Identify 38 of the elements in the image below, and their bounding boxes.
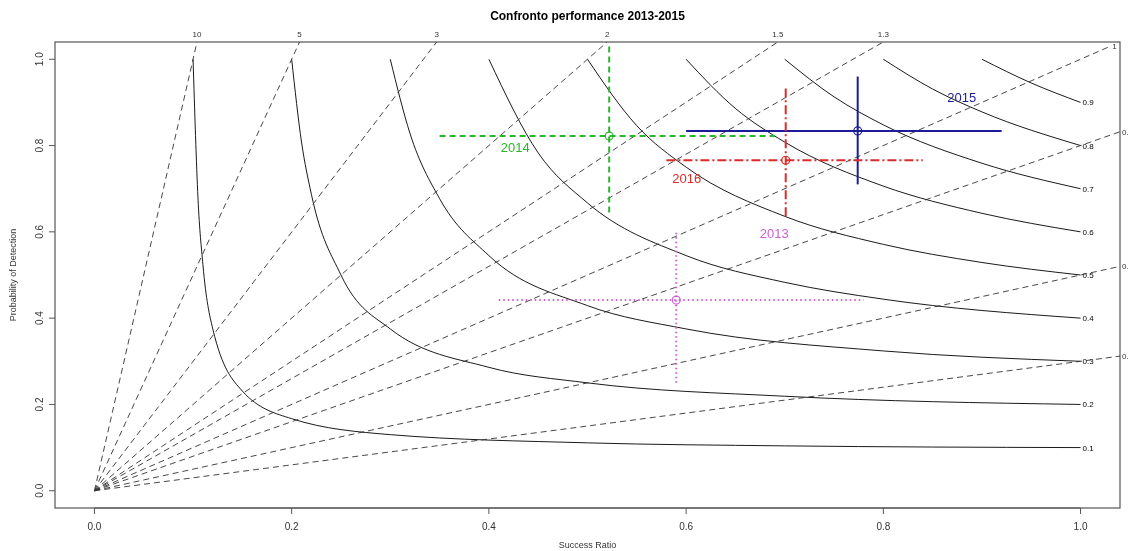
x-tick-label: 0.0 — [87, 521, 102, 532]
y-tick-label: 0.8 — [34, 138, 45, 153]
series-label: 0. — [1122, 262, 1128, 272]
series-label: 10 — [192, 30, 202, 39]
series-label: 0.1 — [1082, 443, 1095, 453]
y-tick-label: 0.6 — [34, 224, 45, 239]
series-label: 0.5 — [1082, 271, 1095, 280]
series-label: 0.7 — [1082, 184, 1095, 194]
series-label: 0.2 — [1082, 400, 1095, 410]
y-tick-label: 0.2 — [34, 397, 45, 412]
x-tick-label: 0.2 — [284, 521, 300, 532]
y-tick-label: 0.4 — [34, 310, 45, 326]
series-label: 0.3 — [1082, 357, 1095, 367]
series-label: 0.4 — [1082, 314, 1095, 324]
x-axis-title: Success Ratio — [558, 540, 617, 550]
text: 2015 — [947, 90, 977, 106]
series-label: 1.3 — [877, 30, 890, 39]
series-label: 1 — [1112, 42, 1118, 52]
y-tick-label: 0.0 — [34, 483, 45, 498]
text: 2013 — [759, 226, 789, 242]
series-label: 5 — [297, 30, 303, 39]
y-tick-label: 1.0 — [34, 51, 45, 67]
series-label: 3 — [434, 30, 440, 39]
chart-title: Confronto performance 2013-2015 — [490, 9, 686, 23]
text: 2016 — [672, 170, 702, 186]
x-tick-label: 1.0 — [1073, 521, 1088, 532]
series-label: 0. — [1122, 127, 1128, 137]
y-axis-title: Probability of Detection — [8, 228, 18, 322]
series-label: 0.8 — [1082, 141, 1095, 151]
x-tick-label: 0.4 — [481, 521, 497, 532]
series-label: 2 — [605, 30, 610, 39]
series-label: 0.9 — [1082, 98, 1095, 108]
series-label: 1.5 — [772, 30, 784, 39]
x-tick-label: 0.8 — [876, 521, 891, 532]
text: 2014 — [500, 139, 530, 155]
series-label: 0. — [1122, 352, 1128, 362]
x-tick-label: 0.6 — [679, 521, 694, 532]
series-label: 0.6 — [1082, 227, 1095, 237]
